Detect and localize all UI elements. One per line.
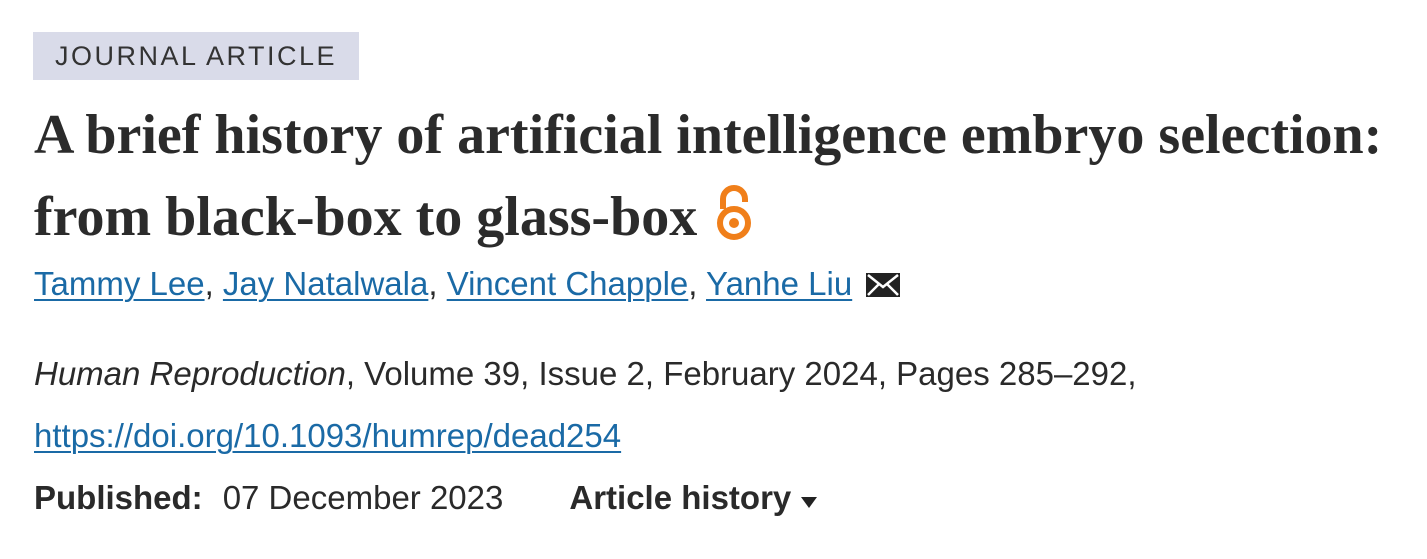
separator: , [428,265,438,302]
article-history-toggle[interactable]: Article history [569,479,818,516]
published-label: Published: [34,479,203,516]
email-icon[interactable] [866,273,901,297]
open-access-icon [717,185,752,240]
citation: Human Reproduction, Volume 39, Issue 2, … [34,352,1137,396]
title-block: A brief history of artificial intelligen… [34,94,1424,258]
author-link[interactable]: Jay Natalwala [222,265,429,302]
published-date: 07 December 2023 [222,479,504,516]
article-type: JOURNAL ARTICLE [33,32,360,80]
dropdown-arrow [801,497,818,508]
separator: , [204,265,214,302]
article-title: A brief history of artificial intelligen… [34,104,1383,248]
doi-link[interactable]: https://doi.org/10.1093/humrep/dead254 [34,417,622,454]
published-line: Published: 07 December 2023 Article histor… [34,476,818,520]
citation-details: , Volume 39, Issue 2, February 2024, Pag… [345,355,1137,392]
doi-line: https://doi.org/10.1093/humrep/dead254 [34,414,621,458]
author-link[interactable]: Yanhe Liu [706,265,853,302]
author-link[interactable]: Vincent Chapple [446,265,689,302]
author-list: Tammy Lee, Jay Natalwala, Vincent Chappl… [34,262,901,306]
separator: , [688,265,698,302]
author-link[interactable]: Tammy Lee [34,265,205,302]
journal: Human Reproduction [34,355,346,392]
article-history-label: Article history [569,479,792,516]
